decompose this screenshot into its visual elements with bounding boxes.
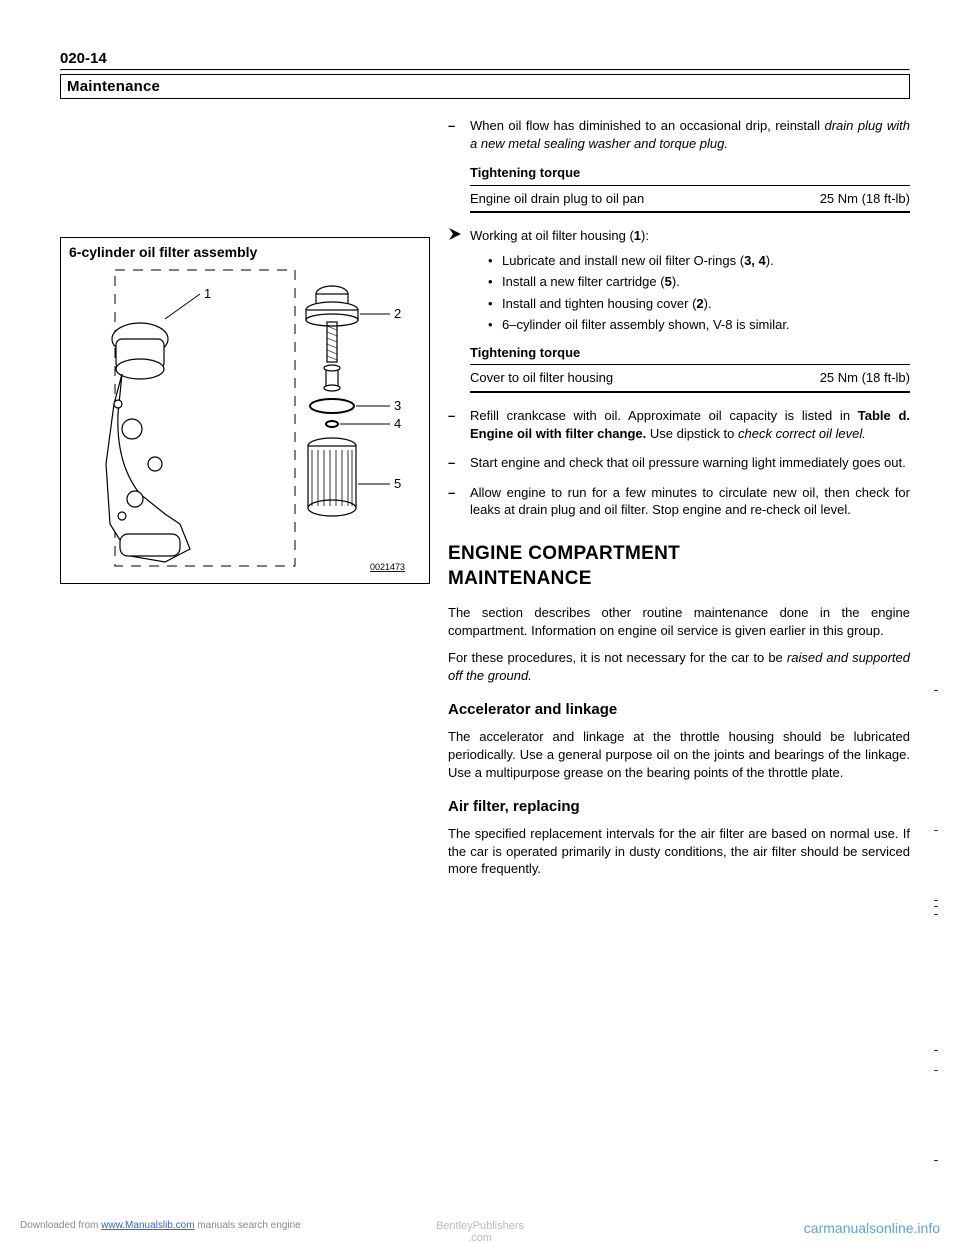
bullet-icon: • (488, 273, 502, 291)
bullet-icon: • (488, 295, 502, 313)
para-2: For these procedures, it is not necessar… (448, 649, 910, 684)
dash-icon: – (448, 407, 470, 442)
right-column: – When oil flow has diminished to an occ… (448, 117, 910, 888)
para-3: The accelerator and linkage at the throt… (448, 728, 910, 781)
callout-1: 1 (204, 286, 211, 301)
b1-post: ). (766, 253, 774, 268)
step-4: – Start engine and check that oil pressu… (448, 454, 910, 472)
callout-3: 3 (394, 398, 401, 413)
step-1-pre: When oil flow has diminished to an occas… (470, 118, 825, 133)
heading-engine-compartment: ENGINE COMPARTMENT MAINTENANCE (448, 541, 910, 592)
heading-accelerator: Accelerator and linkage (448, 700, 910, 720)
top-rule (60, 69, 910, 71)
figure-ref: 0021473 (370, 562, 405, 572)
footer-left-pre: Downloaded from (20, 1220, 101, 1231)
margin-ticks (932, 130, 938, 1202)
torque-label-2: Tightening torque (470, 344, 910, 362)
torque-1-right: 25 Nm (18 ft-lb) (820, 190, 910, 208)
b1-pre: Lubricate and install new oil filter O-r… (502, 253, 744, 268)
left-column: 6-cylinder oil filter assembly (60, 117, 430, 888)
b2-pre: Install a new filter cartridge ( (502, 274, 665, 289)
torque-block-1: Tightening torque Engine oil drain plug … (470, 164, 910, 213)
bullet-1: • Lubricate and install new oil filter O… (488, 252, 910, 270)
s5-text: Allow engine to run for a few minutes to… (470, 484, 910, 519)
para-4: The specified replacement intervals for … (448, 825, 910, 878)
b2-bold: 5 (665, 274, 672, 289)
content-area: 6-cylinder oil filter assembly (60, 117, 910, 888)
step-3: – Refill crankcase with oil. Approximate… (448, 407, 910, 442)
bullet-icon: • (488, 316, 502, 334)
footer-center-mid: .com (468, 1232, 492, 1244)
b1-bold: 3, 4 (744, 253, 766, 268)
footer-center: BentleyPublishers .com (436, 1220, 524, 1244)
dash-icon: – (448, 454, 470, 472)
figure-title: 6-cylinder oil filter assembly (69, 244, 421, 260)
heading-air-filter: Air filter, replacing (448, 797, 910, 817)
s3-italic: check correct oil level. (738, 426, 866, 441)
callout-2: 2 (394, 306, 401, 321)
s4-text: Start engine and check that oil pressure… (470, 454, 910, 472)
b3-bold: 2 (696, 296, 703, 311)
footer-link[interactable]: www.Manualslib.com (101, 1220, 194, 1231)
step-5: – Allow engine to run for a few minutes … (448, 484, 910, 519)
b3-post: ). (704, 296, 712, 311)
h2-line1: ENGINE COMPARTMENT (448, 543, 680, 564)
h2-line2: MAINTENANCE (448, 568, 592, 589)
step-2: Working at oil filter housing (1): (448, 227, 910, 246)
step-2-lead-post: ): (641, 228, 649, 243)
p2-pre: For these procedures, it is not necessar… (448, 650, 787, 665)
torque-2-left: Cover to oil filter housing (470, 369, 613, 387)
torque-block-2: Tightening torque Cover to oil filter ho… (470, 344, 910, 393)
oil-filter-diagram: 1 (69, 264, 421, 574)
b3-pre: Install and tighten housing cover ( (502, 296, 696, 311)
callout-5: 5 (394, 476, 401, 491)
bullet-3: • Install and tighten housing cover (2). (488, 295, 910, 313)
arrow-icon (448, 227, 470, 246)
para-1: The section describes other routine main… (448, 604, 910, 639)
dash-icon: – (448, 117, 470, 152)
bullet-icon: • (488, 252, 502, 270)
dash-icon: – (448, 484, 470, 519)
bullet-4: • 6–cylinder oil filter assembly shown, … (488, 316, 910, 334)
page-number: 020-14 (60, 50, 910, 67)
s3-pre: Refill crankcase with oil. Approximate o… (470, 408, 858, 423)
torque-2-right: 25 Nm (18 ft-lb) (820, 369, 910, 387)
torque-1-left: Engine oil drain plug to oil pan (470, 190, 644, 208)
footer: Downloaded from www.Manualslib.com manua… (0, 1220, 960, 1236)
bullet-list: • Lubricate and install new oil filter O… (488, 252, 910, 334)
step-2-lead-bold: 1 (634, 228, 641, 243)
torque-label-1: Tightening torque (470, 164, 910, 182)
step-1: – When oil flow has diminished to an occ… (448, 117, 910, 152)
bullet-2: • Install a new filter cartridge (5). (488, 273, 910, 291)
s3-mid: Use dipstick to (646, 426, 738, 441)
footer-center-top: BentleyPublishers (436, 1220, 524, 1232)
b2-post: ). (672, 274, 680, 289)
step-2-lead-pre: Working at oil filter housing ( (470, 228, 634, 243)
footer-left: Downloaded from www.Manualslib.com manua… (20, 1220, 301, 1236)
section-title: Maintenance (60, 74, 910, 99)
b4-text: 6–cylinder oil filter assembly shown, V-… (502, 316, 790, 334)
figure-box: 6-cylinder oil filter assembly (60, 237, 430, 584)
footer-right: carmanualsonline.info (804, 1220, 940, 1236)
footer-left-post: manuals search engine (195, 1220, 301, 1231)
callout-4: 4 (394, 416, 401, 431)
